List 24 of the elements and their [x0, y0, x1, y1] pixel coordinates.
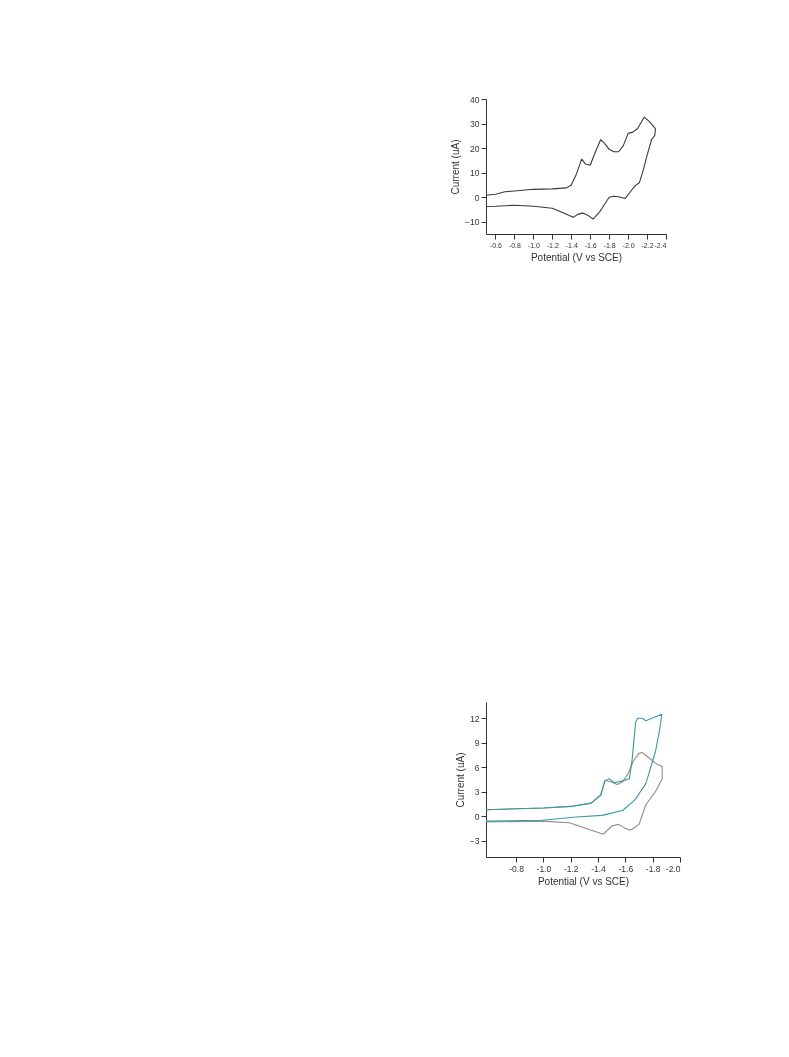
- line-series: [485, 713, 663, 822]
- x-tick-label: -1.6: [618, 863, 634, 874]
- y-tick-label: 9: [474, 738, 480, 749]
- x-axis-title: Potential (V vs SCE): [537, 876, 630, 887]
- x-tick-label: -1.2: [563, 863, 579, 874]
- x-tick-label: -1.8: [645, 863, 661, 874]
- y-tick-label: 6: [474, 762, 480, 773]
- y-tick-label: −10: [465, 217, 480, 228]
- x-tick-label: -2.0: [665, 863, 681, 874]
- x-axis-title: Potential (V vs SCE): [530, 251, 623, 263]
- x-tick-label: -1.4: [591, 863, 607, 874]
- y-tick-label: 20: [470, 143, 480, 154]
- y-tick-label: 3: [474, 787, 480, 798]
- y-axis-title: Current (uA): [454, 752, 466, 808]
- y-tick-label: 10: [470, 168, 480, 179]
- y-tick-label: 40: [470, 94, 480, 105]
- y-tick-label: 12: [470, 713, 480, 724]
- x-tick-label: -0.8: [509, 863, 525, 874]
- y-tick-label: 0: [474, 192, 480, 203]
- x-tick-label: -1.0: [536, 863, 552, 874]
- y-tick-label: 0: [474, 811, 480, 822]
- y-tick-label: 30: [470, 119, 480, 130]
- y-axis-title: Current (uA): [450, 139, 462, 195]
- y-tick-label: −3: [469, 836, 480, 847]
